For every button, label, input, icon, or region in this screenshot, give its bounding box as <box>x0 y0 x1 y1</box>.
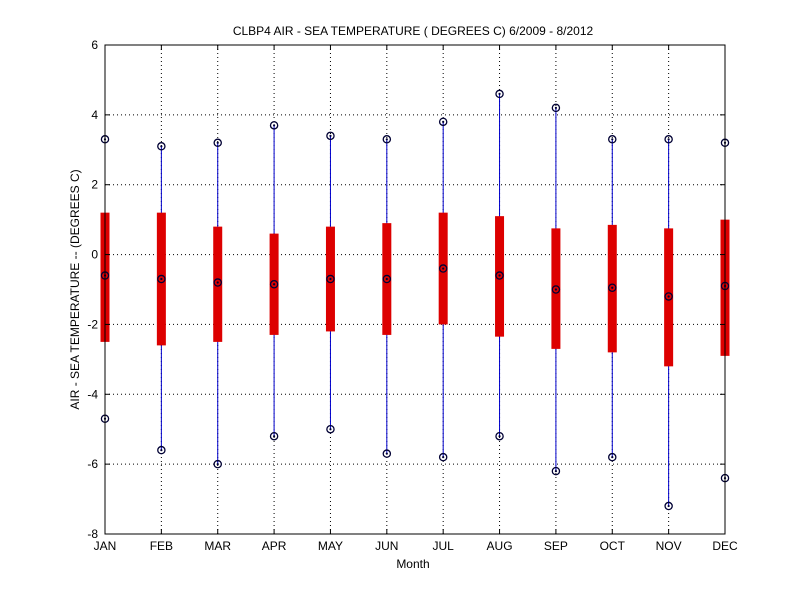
min-marker-jul <box>438 452 448 462</box>
max-marker-nov <box>664 135 673 144</box>
min-marker-dot-aug <box>498 435 501 438</box>
x-tick-label: OCT <box>600 539 626 553</box>
min-marker-feb <box>157 445 166 455</box>
max-marker-may <box>326 131 335 141</box>
max-marker-oct <box>608 135 617 144</box>
median-marker-dot-nov <box>667 295 670 298</box>
median-marker-oct <box>608 283 617 293</box>
grid-lines <box>105 45 725 534</box>
box-mar <box>213 226 223 342</box>
min-marker-oct <box>608 452 617 462</box>
y-tick-labels: -8 -6 -4 -2 0 2 4 6 <box>87 38 98 541</box>
min-marker-dot-jun <box>385 452 388 455</box>
min-marker-dot-mar <box>216 463 219 466</box>
median-marker-dot-sep <box>554 288 558 291</box>
x-tick-label: MAY <box>318 539 343 553</box>
max-marker-feb <box>157 142 166 151</box>
max-marker-jun <box>382 135 392 144</box>
min-marker-jun <box>382 449 392 458</box>
max-marker-aug <box>495 89 504 99</box>
min-marker-dot-oct <box>611 456 614 459</box>
y-tick-label: -4 <box>87 387 98 401</box>
x-tick-label: JUN <box>375 539 398 553</box>
min-marker-aug <box>495 431 504 441</box>
min-marker-nov <box>664 501 673 511</box>
y-tick-label: 0 <box>91 248 98 262</box>
min-marker-apr <box>269 431 279 441</box>
max-marker-dot-oct <box>611 138 614 141</box>
max-marker-dot-aug <box>498 92 501 95</box>
median-marker-dot-apr <box>272 283 276 286</box>
max-marker-dot-apr <box>272 124 276 127</box>
max-marker-dot-jun <box>385 138 388 141</box>
chart-title: CLBP4 AIR - SEA TEMPERATURE ( DEGREES C)… <box>233 24 594 38</box>
max-marker-dot-mar <box>216 141 219 144</box>
median-marker-dot-mar <box>216 281 219 284</box>
median-marker-nov <box>664 292 673 301</box>
min-marker-sep <box>551 466 561 476</box>
min-marker-dot-feb <box>160 449 163 452</box>
median-marker-dot-feb <box>160 277 163 281</box>
max-marker-dot-feb <box>160 145 163 148</box>
axis-ticks <box>104 44 726 535</box>
x-tick-labels: JAN FEB MAR APR MAY JUN JUL AUG SEP OCT NOV DEC <box>94 539 738 553</box>
max-marker-dot-sep <box>554 106 558 109</box>
min-marker-dot-may <box>329 428 332 431</box>
median-marker-may <box>326 274 335 284</box>
min-marker-dot-sep <box>554 470 558 473</box>
median-marker-dot-jun <box>385 277 388 281</box>
plot-area <box>100 89 730 511</box>
x-tick-label: DEC <box>712 539 738 553</box>
x-tick-label: MAR <box>204 539 231 553</box>
median-marker-aug <box>495 271 504 280</box>
plot-frame <box>104 44 726 535</box>
median-marker-dot-aug <box>498 274 501 277</box>
median-marker-jun <box>382 274 392 284</box>
min-marker-dot-apr <box>272 435 276 438</box>
max-marker-sep <box>551 103 561 113</box>
x-tick-label: SEP <box>544 539 568 553</box>
x-tick-label: JAN <box>94 539 117 553</box>
x-tick-label: FEB <box>150 539 173 553</box>
x-tick-label: AUG <box>487 539 513 553</box>
y-axis-label: AIR - SEA TEMPERATURE -- (DEGREES C) <box>68 169 82 409</box>
median-marker-feb <box>157 274 166 284</box>
max-marker-dot-jul <box>442 120 445 123</box>
max-marker-dot-nov <box>667 138 670 141</box>
min-marker-dot-jul <box>442 456 445 459</box>
max-marker-dot-may <box>329 134 332 137</box>
y-tick-label: -2 <box>87 317 98 331</box>
median-marker-mar <box>213 278 222 287</box>
y-tick-label: -8 <box>87 527 98 541</box>
median-marker-dot-may <box>329 277 332 281</box>
x-tick-label: NOV <box>656 539 682 553</box>
median-marker-sep <box>551 285 561 294</box>
max-marker-apr <box>269 121 279 130</box>
y-tick-label: 2 <box>91 178 98 192</box>
x-tick-label: JUL <box>433 539 455 553</box>
median-marker-dot-oct <box>611 286 614 289</box>
min-marker-mar <box>213 459 222 469</box>
min-marker-may <box>326 424 335 434</box>
max-marker-jul <box>438 117 448 127</box>
x-axis-label: Month <box>396 557 429 571</box>
min-marker-dot-nov <box>667 504 670 508</box>
median-marker-dot-jul <box>442 267 445 270</box>
median-marker-jul <box>438 264 448 273</box>
y-tick-label: 6 <box>91 38 98 52</box>
median-marker-apr <box>269 280 279 289</box>
y-tick-label: -6 <box>87 457 98 471</box>
x-tick-label: APR <box>262 539 287 553</box>
y-tick-label: 4 <box>91 108 98 122</box>
max-marker-mar <box>213 138 222 148</box>
